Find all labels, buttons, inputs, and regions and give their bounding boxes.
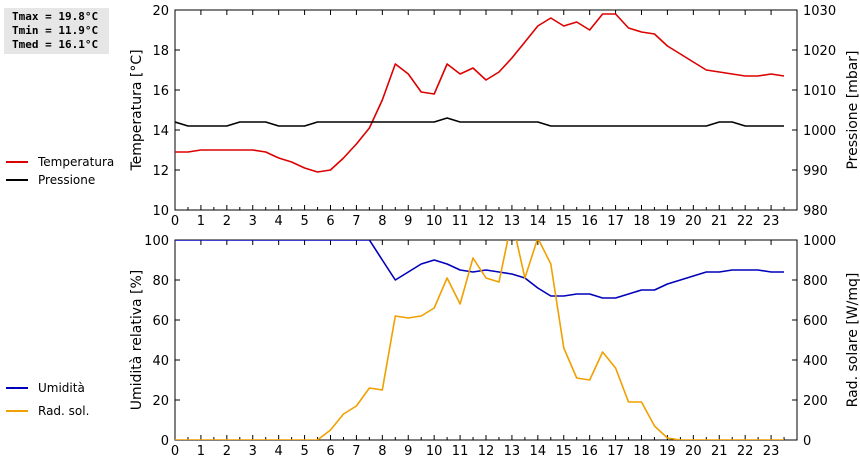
- top-x-tick-label: 16: [581, 214, 598, 229]
- bottom-x-tick-label: 11: [452, 444, 469, 459]
- bottom-x-tick-label: 23: [763, 444, 780, 459]
- top-yright-tick-label: 1010: [803, 84, 836, 99]
- legend: Temperatura Pressione Umidità Rad. sol.: [6, 155, 114, 418]
- tick-labels: 0 1 2 3 4 5 6 7 8 9 10 11 12 13 14 15 16 17 18 19 20 21 22 2310…: [129, 4, 860, 459]
- bottom-x-tick-label: 9: [404, 444, 412, 459]
- legend-label-rad-sol: Rad. sol.: [38, 404, 89, 418]
- bottom-x-tick-label: 14: [530, 444, 547, 459]
- top-x-tick-label: 18: [633, 214, 650, 229]
- bottom-x-tick-label: 0: [171, 444, 179, 459]
- top-x-tick-label: 8: [378, 214, 386, 229]
- bottom-ylabel-left: Umidità relativa [%]: [129, 270, 145, 411]
- bottom-x-tick-label: 6: [326, 444, 334, 459]
- stats-box: Tmax = 19.8°C Tmin = 11.9°C Tmed = 16.1°…: [4, 8, 109, 54]
- top-x-tick-label: 1: [197, 214, 205, 229]
- bottom-yleft-tick-label: 40: [152, 354, 169, 369]
- legend-label-temperatura: Temperatura: [37, 155, 114, 169]
- top-x-tick-label: 6: [326, 214, 334, 229]
- top-ylabel-left: Temperatura [°C]: [129, 49, 145, 171]
- top-x-tick-label: 2: [223, 214, 231, 229]
- bottom-yright-tick-label: 200: [803, 394, 828, 409]
- bottom-x-tick-label: 20: [685, 444, 702, 459]
- top-x-tick-label: 11: [452, 214, 469, 229]
- top-ylabel-right: Pressione [mbar]: [845, 50, 860, 169]
- bottom-x-tick-label: 2: [223, 444, 231, 459]
- bottom-yright-tick-label: 1000: [803, 234, 836, 249]
- top-x-tick-label: 19: [659, 214, 676, 229]
- top-x-tick-label: 22: [737, 214, 754, 229]
- bottom-x-tick-label: 17: [607, 444, 624, 459]
- top-x-tick-label: 21: [711, 214, 728, 229]
- top-yleft-tick-label: 16: [152, 84, 169, 99]
- bottom-yleft-tick-label: 100: [144, 234, 169, 249]
- top-x-tick-label: 7: [352, 214, 360, 229]
- legend-label-pressione: Pressione: [38, 173, 95, 187]
- top-x-tick-label: 17: [607, 214, 624, 229]
- top-x-tick-label: 13: [504, 214, 521, 229]
- bottom-yleft-tick-label: 60: [152, 314, 169, 329]
- bottom-x-tick-label: 8: [378, 444, 386, 459]
- top-plot-series: [175, 13, 785, 173]
- top-x-tick-label: 12: [478, 214, 495, 229]
- bottom-x-tick-label: 22: [737, 444, 754, 459]
- bottom-yleft-tick-label: 0: [161, 434, 169, 449]
- bottom-x-tick-label: 4: [275, 444, 283, 459]
- bottom-plot-series: [175, 240, 784, 440]
- top-x-tick-label: 10: [426, 214, 443, 229]
- tmin-label: Tmin = 11.9°C: [12, 24, 99, 37]
- top-plot-border: [174, 9, 798, 211]
- top-yleft-tick-label: 14: [152, 124, 169, 139]
- bottom-x-tick-label: 7: [352, 444, 360, 459]
- top-yleft-tick-label: 12: [152, 164, 169, 179]
- series-line-umidit: [175, 240, 784, 299]
- bottom-x-tick-label: 19: [659, 444, 676, 459]
- series-line-temperatura: [175, 13, 785, 173]
- top-x-tick-label: 23: [763, 214, 780, 229]
- top-yright-tick-label: 990: [803, 164, 828, 179]
- tmed-label: Tmed = 16.1°C: [12, 38, 99, 51]
- series-line-rad-sol: [175, 240, 784, 440]
- top-x-tick-label: 15: [555, 214, 572, 229]
- bottom-x-tick-label: 10: [426, 444, 443, 459]
- bottom-x-tick-label: 18: [633, 444, 650, 459]
- bottom-plot-frame: [174, 239, 798, 441]
- bottom-yleft-tick-label: 20: [152, 394, 169, 409]
- top-x-tick-label: 9: [404, 214, 412, 229]
- bottom-yleft-tick-label: 80: [152, 274, 169, 289]
- top-yleft-tick-label: 20: [152, 4, 169, 19]
- bottom-x-tick-label: 15: [555, 444, 572, 459]
- top-yright-tick-label: 1030: [803, 4, 836, 19]
- top-x-tick-label: 4: [275, 214, 283, 229]
- bottom-x-tick-label: 13: [504, 444, 521, 459]
- top-yright-tick-label: 980: [803, 204, 828, 219]
- bottom-yright-tick-label: 0: [803, 434, 811, 449]
- bottom-x-tick-label: 3: [249, 444, 257, 459]
- series-line-pressione: [175, 117, 784, 127]
- top-yright-tick-label: 1020: [803, 44, 836, 59]
- top-yleft-tick-label: 18: [152, 44, 169, 59]
- bottom-ylabel-right: Rad. solare [W/mq]: [845, 273, 860, 408]
- legend-label-umidit: Umidità: [38, 381, 85, 395]
- bottom-x-tick-label: 1: [197, 444, 205, 459]
- top-yright-tick-label: 1000: [803, 124, 836, 139]
- bottom-x-tick-label: 16: [581, 444, 598, 459]
- top-x-tick-label: 0: [171, 214, 179, 229]
- top-plot-frame: [174, 9, 798, 211]
- top-x-tick-label: 5: [300, 214, 308, 229]
- bottom-yright-tick-label: 600: [803, 314, 828, 329]
- bottom-x-tick-label: 5: [300, 444, 308, 459]
- tmax-label: Tmax = 19.8°C: [12, 10, 99, 23]
- bottom-x-tick-label: 21: [711, 444, 728, 459]
- top-x-tick-label: 14: [530, 214, 547, 229]
- top-x-tick-label: 3: [249, 214, 257, 229]
- bottom-yright-tick-label: 800: [803, 274, 828, 289]
- top-yleft-tick-label: 10: [152, 204, 169, 219]
- top-x-tick-label: 20: [685, 214, 702, 229]
- bottom-yright-tick-label: 400: [803, 354, 828, 369]
- bottom-x-tick-label: 12: [478, 444, 495, 459]
